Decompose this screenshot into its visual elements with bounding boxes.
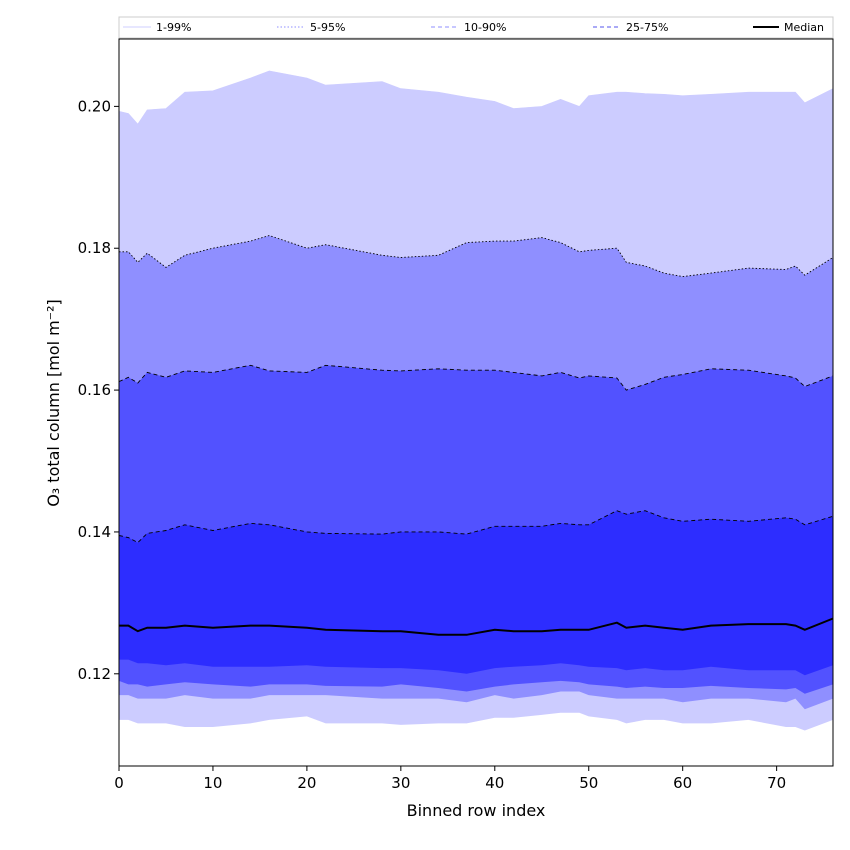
x-tick-label: 60 — [673, 774, 692, 792]
band-25-75% — [119, 510, 833, 676]
legend-label: 1-99% — [156, 21, 191, 34]
x-tick-label: 20 — [297, 774, 316, 792]
median-layer — [119, 617, 834, 636]
legend: 1-99% 5-95% 10-90% 25-75% Median — [118, 16, 834, 39]
y-tick-label: 0.14 — [78, 523, 111, 541]
legend-label: 5-95% — [310, 21, 345, 34]
x-tick-label: 70 — [767, 774, 786, 792]
band-upper-edge-5-95% — [119, 235, 834, 278]
x-axis: 0 10 20 30 40 50 60 70 — [114, 766, 786, 792]
percentile-bands — [118, 70, 834, 731]
plot-frame — [118, 38, 834, 767]
band-upper-edge-25-75% — [118, 510, 834, 544]
y-axis-label: O₃ total column [mol m⁻²] — [44, 299, 63, 507]
legend-label: Median — [784, 21, 824, 34]
legend-label: 10-90% — [464, 21, 506, 34]
y-tick-label: 0.20 — [78, 97, 111, 115]
band-upper-edge-10-90% — [118, 364, 834, 391]
y-tick-label: 0.12 — [78, 665, 111, 683]
y-tick-label: 0.18 — [78, 239, 111, 257]
x-tick-label: 30 — [391, 774, 410, 792]
x-axis-label: Binned row index — [407, 801, 546, 820]
x-tick-label: 10 — [203, 774, 222, 792]
y-axis: 0.12 0.14 0.16 0.18 0.20 — [78, 97, 119, 683]
x-tick-label: 50 — [579, 774, 598, 792]
x-tick-label: 0 — [114, 774, 124, 792]
legend-label: 25-75% — [626, 21, 668, 34]
y-tick-label: 0.16 — [78, 381, 111, 399]
median-line — [119, 617, 834, 636]
band-upper-edge-1-99% — [118, 70, 834, 125]
x-tick-label: 40 — [485, 774, 504, 792]
legend-frame — [118, 16, 834, 39]
